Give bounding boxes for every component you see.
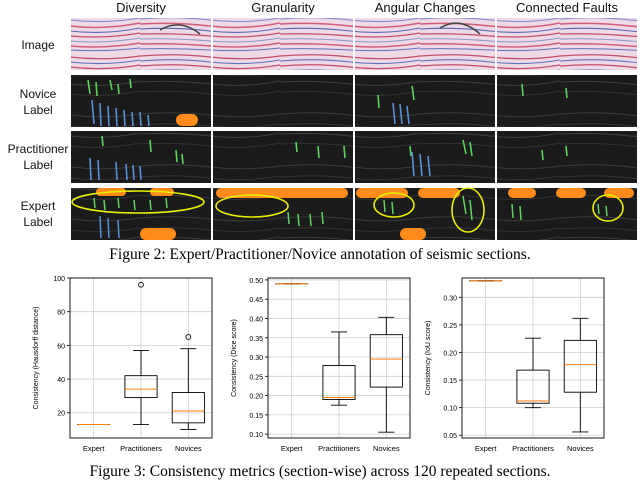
y-tick-label: 0.20 [249,394,263,401]
column-header-angular-changes: Angular Changes [375,0,476,15]
column-header-connected-faults: Connected Faults [516,0,618,15]
dice-boxplot: 0.10 0.15 0.20 0.25 0.30 0.35 0.40 0.45 0.50 Expe… [231,277,411,453]
x-tick-label: Expert [83,444,106,453]
box-novices [369,316,403,433]
plot-frame [69,277,213,439]
row-label-practitioner-line2: Label [23,158,52,172]
y-tick-label: 0.45 [249,297,263,304]
x-tick-label: Practitioners [318,444,360,453]
expert-label-row [71,187,637,240]
x-tick-label: Novices [175,444,202,453]
box-practitioners [322,331,356,406]
plot-frame [461,277,605,439]
box-practitioners [124,281,158,425]
y-tick-label: 60 [57,343,65,350]
hausdorff-boxplot: 20 40 60 80 100 Expert Practitioners Novices Con… [33,276,213,453]
y-tick-label: 0.30 [443,295,457,302]
iqr-box [322,365,356,400]
y-tick-label: 0.50 [249,278,263,285]
row-label-expert-line2: Label [23,215,52,229]
iqr-box [171,392,205,424]
iqr-box [563,339,597,393]
y-tick-label: 0.25 [443,323,457,330]
figure-2-panel-grid: Diversity Granularity Angular Changes Co… [8,0,637,240]
y-tick-label: 0.25 [249,374,263,381]
outlier-point [185,334,192,340]
iqr-box [516,369,550,404]
practitioner-label-row [71,131,637,183]
y-tick-label: 0.05 [443,433,457,440]
box-novices [563,317,597,433]
iqr-box [124,375,158,399]
y-tick-label: 0.35 [249,336,263,343]
y-tick-label: 0.10 [443,406,457,413]
y-tick-label: 0.40 [249,316,263,323]
y-tick-label: 0.15 [443,378,457,385]
y-tick-label: 0.10 [249,432,263,439]
novice-label-row [71,75,637,127]
figure-2-caption: Figure 2: Expert/Practitioner/Novice ann… [109,246,531,263]
iou-boxplot: 0.05 0.10 0.15 0.20 0.25 0.30 Expert Practition… [425,277,605,453]
plot-frame [267,277,411,439]
row-label-novice-line2: Label [23,103,52,117]
figure-3-caption: Figure 3: Consistency metrics (section-w… [89,463,551,480]
x-tick-label: Novices [567,444,594,453]
x-tick-label: Novices [373,444,400,453]
y-tick-label: 20 [57,411,65,418]
row-label-novice-line1: Novice [20,87,57,101]
y-tick-label: 0.15 [249,413,263,420]
column-header-diversity: Diversity [116,0,166,15]
x-tick-label: Practitioners [512,444,554,453]
y-tick-label: 80 [57,310,65,317]
iqr-box [369,334,403,388]
y-tick-label: 100 [53,276,65,283]
x-tick-label: Expert [475,444,498,453]
outlier-point [138,281,144,288]
column-header-granularity: Granularity [251,0,315,15]
seismic-image-row [71,18,637,70]
y-axis-label: Consistency (Dice score) [231,319,238,397]
row-label-expert-line1: Expert [21,199,56,213]
box-novices [171,334,205,431]
row-label-image: Image [21,38,55,52]
y-tick-label: 40 [57,377,65,384]
y-axis-label: Consistency (IoU score) [425,321,432,396]
y-tick-label: 0.20 [443,350,457,357]
x-tick-label: Practitioners [120,444,162,453]
y-axis-label: Consistency (Hausdorff distance) [33,307,40,410]
y-tick-label: 0.30 [249,355,263,362]
row-label-practitioner-line1: Practitioner [8,142,69,156]
x-tick-label: Expert [281,444,304,453]
box-practitioners [516,337,550,409]
